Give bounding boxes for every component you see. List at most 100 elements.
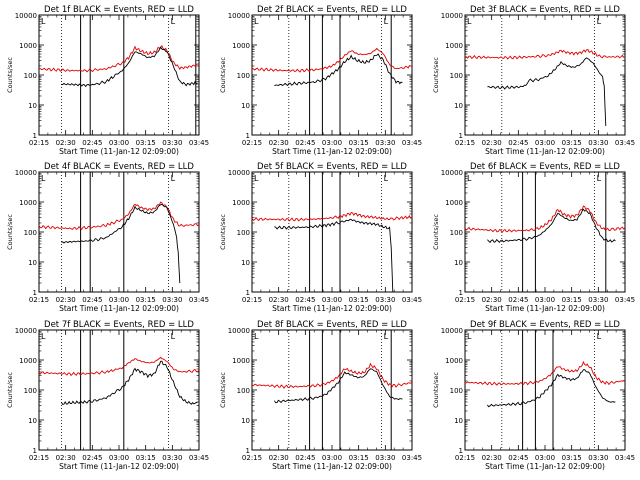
x-tick-label: 03:45: [615, 139, 635, 147]
x-tick-label: 02:45: [295, 139, 315, 147]
chart-title: Det 6f BLACK = Events, RED = LLD: [470, 162, 620, 172]
y-tick-label: 1000: [19, 357, 37, 365]
y-axis-label: Counts/sec: [432, 214, 440, 250]
y-tick-label: 10: [28, 417, 37, 425]
x-tick-label: 03:15: [136, 296, 156, 304]
x-tick-label: 03:15: [349, 139, 369, 147]
plot-frame: [251, 14, 413, 136]
x-tick-label: 02:15: [29, 296, 49, 304]
x-tick-label: 03:00: [322, 139, 342, 147]
corner-mark-left: L: [254, 174, 259, 183]
y-axis-label: Counts/sec: [219, 214, 227, 250]
x-axis-label: Start Time (11-Jan-12 02:09:00): [272, 147, 392, 156]
x-tick-label: 02:45: [82, 454, 102, 462]
x-tick-label: 03:00: [109, 139, 129, 147]
x-tick-label: 03:00: [109, 454, 129, 462]
y-tick-label: 10: [241, 259, 250, 267]
chart-panel-8: Det 8f BLACK = Events, RED = LLD 1 10 100 10…: [219, 320, 422, 471]
x-tick-label: 03:30: [375, 296, 395, 304]
series-line-events: [274, 368, 403, 404]
y-tick-label: 100: [450, 72, 463, 80]
chart-title: Det 7f BLACK = Events, RED = LLD: [44, 320, 194, 330]
x-tick-label: 03:45: [189, 454, 209, 462]
y-tick-label: 1: [33, 132, 37, 140]
y-tick-label: 10000: [441, 12, 463, 20]
y-tick-label: 10000: [441, 327, 463, 335]
corner-mark-left: L: [41, 332, 46, 341]
y-tick-label: 1: [33, 447, 37, 455]
y-tick-label: 100: [24, 229, 37, 237]
series-line-lld: [464, 48, 626, 60]
x-tick-label: 02:45: [508, 296, 528, 304]
y-tick-label: 100: [237, 229, 250, 237]
x-axis-label: Start Time (11-Jan-12 02:09:00): [485, 147, 605, 156]
y-tick-label: 1000: [445, 42, 463, 50]
x-tick-label: 03:00: [322, 454, 342, 462]
x-tick-label: 03:45: [402, 454, 422, 462]
x-tick-label: 03:00: [322, 296, 342, 304]
x-tick-label: 03:30: [375, 454, 395, 462]
y-tick-label: 1: [246, 447, 250, 455]
y-tick-label: 10: [454, 102, 463, 110]
plot-frame: [251, 329, 413, 451]
series-line-events: [61, 360, 198, 406]
x-tick-label: 02:15: [29, 454, 49, 462]
y-tick-label: 1: [459, 447, 463, 455]
x-tick-label: 03:00: [535, 454, 555, 462]
x-tick-label: 03:45: [615, 454, 635, 462]
x-tick-label: 03:15: [349, 454, 369, 462]
x-tick-label: 03:15: [562, 296, 582, 304]
x-tick-label: 03:15: [136, 454, 156, 462]
y-axis-label: Counts/sec: [219, 372, 227, 408]
x-axis-label: Start Time (11-Jan-12 02:09:00): [59, 462, 179, 471]
y-tick-label: 1000: [232, 357, 250, 365]
y-axis-label: Counts/sec: [432, 57, 440, 93]
y-tick-label: 100: [237, 387, 250, 395]
y-tick-label: 10: [241, 417, 250, 425]
series-line-lld: [464, 360, 626, 386]
corner-mark-right: L: [384, 174, 389, 183]
x-tick-label: 02:45: [508, 139, 528, 147]
chart-title: Det 8f BLACK = Events, RED = LLD: [257, 320, 407, 330]
x-tick-label: 03:45: [189, 296, 209, 304]
chart-title: Det 1f BLACK = Events, RED = LLD: [44, 5, 194, 15]
series-line-events: [487, 369, 616, 408]
corner-mark-right: L: [597, 174, 602, 183]
x-tick-label: 03:15: [136, 139, 156, 147]
x-axis-label: Start Time (11-Jan-12 02:09:00): [485, 462, 605, 471]
chart-title: Det 2f BLACK = Events, RED = LLD: [257, 5, 407, 15]
corner-mark-left: L: [467, 332, 472, 341]
corner-mark-left: L: [467, 17, 472, 26]
y-tick-label: 100: [450, 387, 463, 395]
y-tick-label: 10000: [441, 169, 463, 177]
x-tick-label: 03:30: [588, 454, 608, 462]
x-tick-label: 02:30: [482, 296, 502, 304]
chart-title: Det 5f BLACK = Events, RED = LLD: [257, 162, 407, 172]
x-tick-label: 02:15: [455, 139, 475, 147]
y-tick-label: 1: [459, 289, 463, 297]
x-tick-label: 02:15: [29, 139, 49, 147]
x-tick-label: 02:15: [242, 296, 262, 304]
y-tick-label: 1: [246, 132, 250, 140]
y-tick-label: 10000: [15, 169, 37, 177]
chart-title: Det 3f BLACK = Events, RED = LLD: [470, 5, 620, 15]
plot-frame: [38, 14, 200, 136]
corner-mark-left: L: [254, 17, 259, 26]
series-line-events: [274, 53, 403, 87]
corner-mark-right: L: [597, 332, 602, 341]
y-tick-label: 10000: [15, 12, 37, 20]
series-line-lld: [38, 356, 200, 377]
chart-panel-5: Det 5f BLACK = Events, RED = LLD 1 10 100 10…: [219, 162, 422, 313]
x-tick-label: 03:00: [535, 296, 555, 304]
series-line-events: [61, 46, 198, 88]
x-tick-label: 03:15: [562, 454, 582, 462]
x-axis-label: Start Time (11-Jan-12 02:09:00): [59, 304, 179, 313]
y-tick-label: 10000: [15, 327, 37, 335]
x-tick-label: 02:45: [508, 454, 528, 462]
x-tick-label: 03:45: [402, 139, 422, 147]
y-axis-label: Counts/sec: [6, 57, 14, 93]
y-tick-label: 10: [28, 259, 37, 267]
corner-mark-left: L: [254, 332, 259, 341]
y-tick-label: 10000: [228, 12, 250, 20]
